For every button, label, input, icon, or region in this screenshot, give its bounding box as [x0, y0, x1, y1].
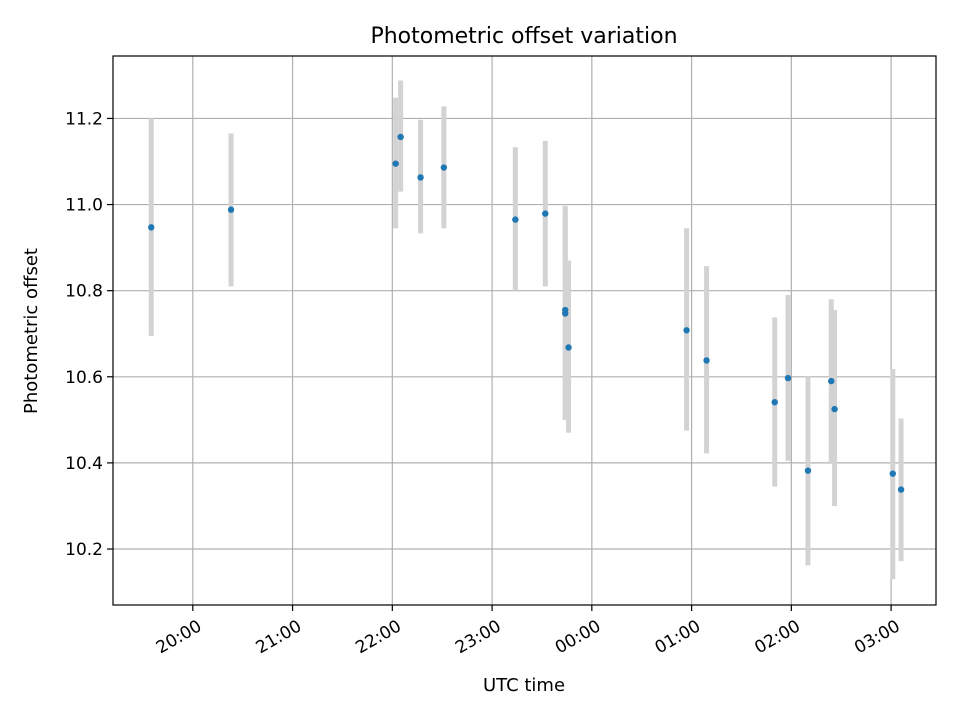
data-point: [771, 398, 778, 406]
y-tick-label: 10.8: [65, 282, 103, 302]
chart-title: Photometric offset variation: [370, 24, 677, 49]
data-point: [889, 470, 896, 477]
data-point: [703, 357, 710, 364]
x-tick-label: 20:00: [153, 616, 205, 658]
error-bars: [148, 80, 904, 580]
data-points: [148, 133, 905, 493]
data-point: [542, 210, 549, 217]
data-point: [562, 310, 569, 317]
y-tick-label: 10.2: [65, 540, 103, 560]
x-tick-label: 01:00: [652, 616, 704, 658]
data-point: [397, 133, 404, 141]
data-point: [804, 467, 812, 474]
data-point: [831, 405, 838, 413]
plot-frame: [112, 55, 937, 606]
y-tick-label: 10.4: [65, 454, 103, 474]
grid: [113, 56, 936, 605]
y-tick-label: 10.6: [65, 368, 103, 388]
data-point: [897, 486, 905, 493]
x-tick-label: 00:00: [552, 616, 604, 658]
data-point: [565, 344, 572, 351]
x-tick-label: 03:00: [851, 616, 903, 658]
data-point: [784, 374, 792, 382]
data-point: [440, 164, 448, 171]
y-tick-label: 11.2: [65, 109, 103, 129]
x-tick-label: 21:00: [253, 616, 305, 658]
data-point: [392, 160, 399, 167]
axis-ticks: 20:00 21:00 22:00 23:00 00:00 01:00 02:00 03:00…: [65, 109, 903, 658]
x-tick-label: 02:00: [751, 616, 803, 658]
x-tick-label: 22:00: [352, 616, 404, 658]
data-point: [512, 216, 519, 223]
x-axis-label: UTC time: [483, 675, 565, 696]
data-point: [417, 174, 424, 181]
data-point: [227, 206, 235, 213]
data-point: [828, 377, 835, 385]
x-tick-label: 23:00: [452, 616, 504, 658]
data-point: [148, 224, 155, 231]
y-axis-label: Photometric offset: [21, 248, 42, 414]
y-tick-label: 11.0: [65, 196, 103, 216]
data-point: [683, 327, 690, 334]
